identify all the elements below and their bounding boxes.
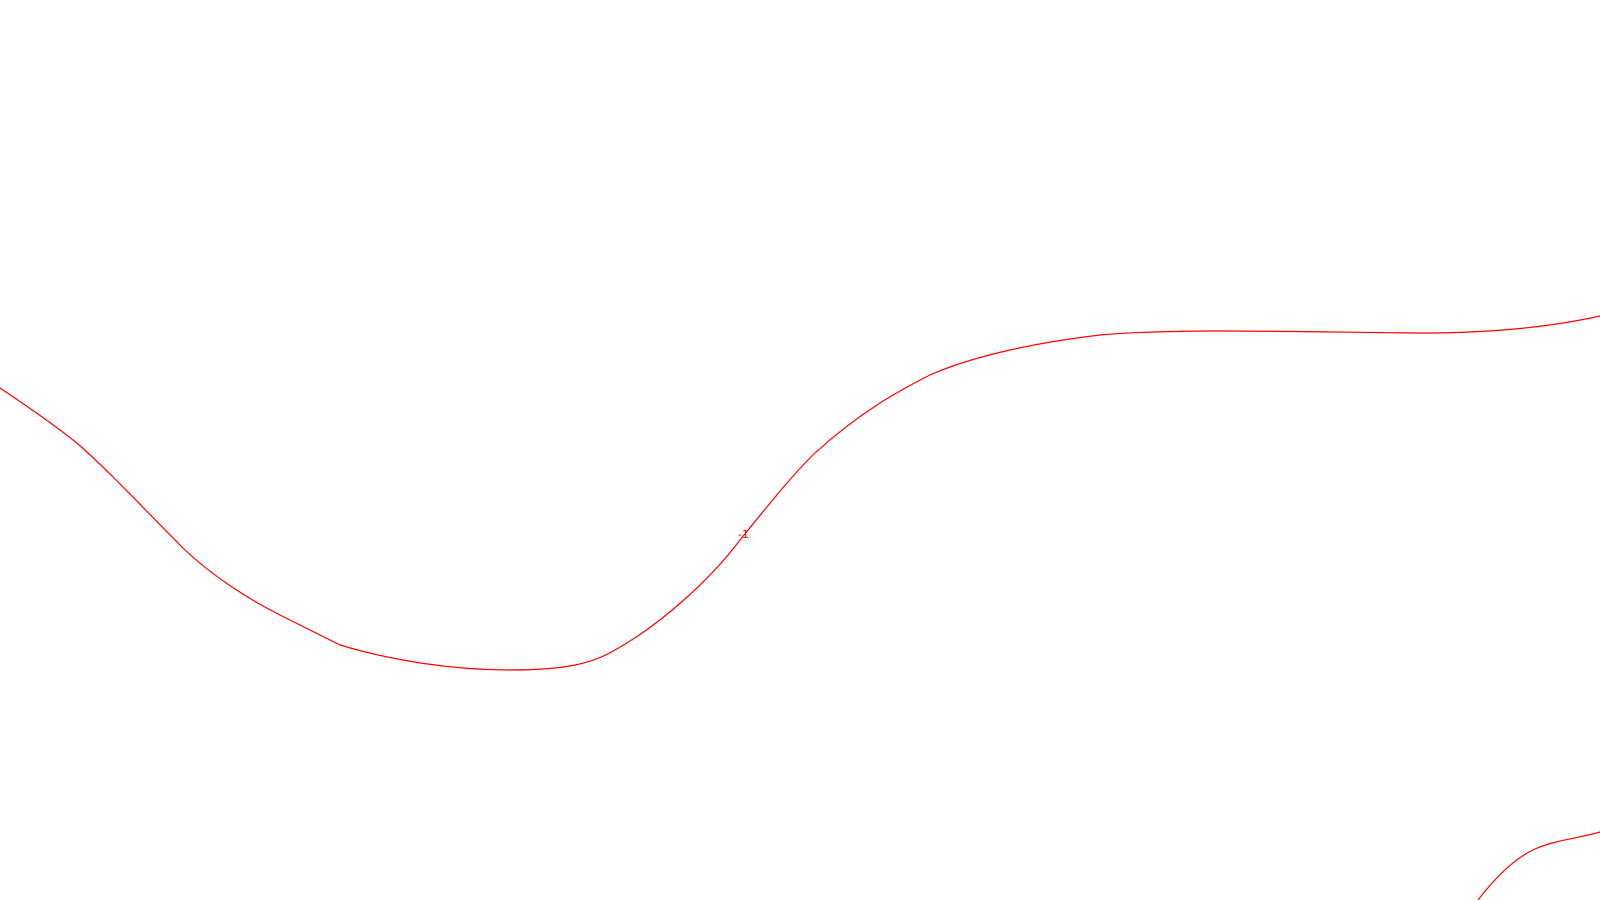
contour-line-main: [0, 315, 1600, 671]
contour-label: -1: [738, 528, 749, 541]
contour-line-corner: [1477, 831, 1600, 900]
